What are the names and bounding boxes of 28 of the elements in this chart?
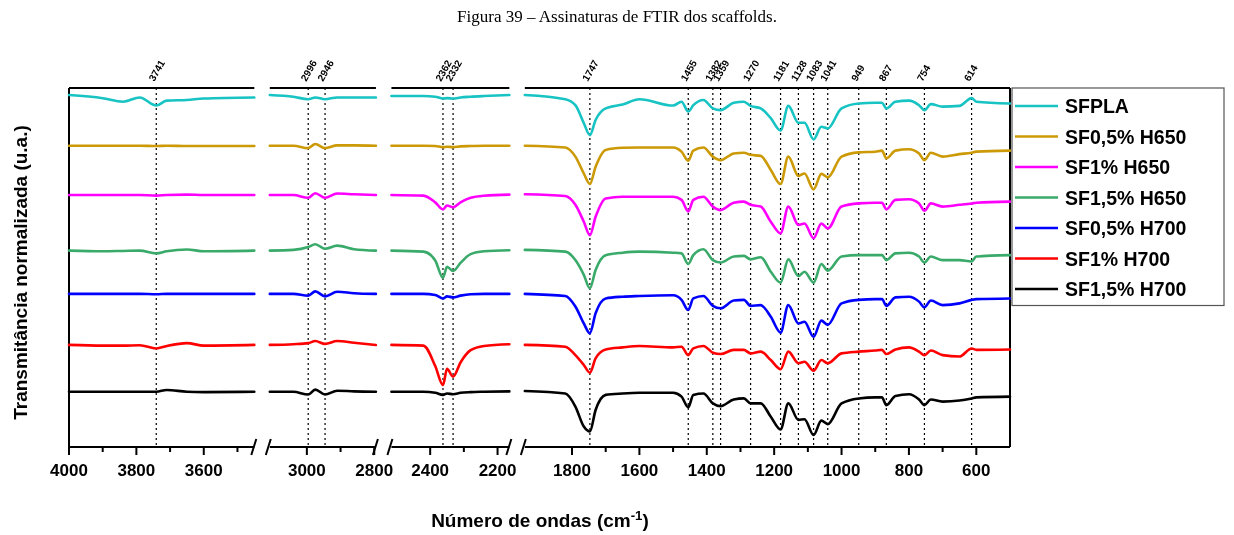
ref-line-label: 867 bbox=[876, 62, 895, 83]
legend-label: SF1,5% H650 bbox=[1065, 186, 1187, 209]
ref-line-label: 754 bbox=[914, 62, 933, 83]
y-axis-title: Transmitância normalizada (u.a.) bbox=[10, 125, 31, 420]
x-tick-label: 600 bbox=[962, 461, 991, 480]
x-tick-label: 3800 bbox=[117, 461, 156, 480]
x-tick-label: 3000 bbox=[287, 461, 326, 480]
ref-line-label: 949 bbox=[848, 62, 868, 83]
legend-label: SF0,5% H650 bbox=[1065, 125, 1187, 148]
x-axis-title: Número de ondas (cm$^{-1}$) bbox=[431, 507, 649, 531]
legend-label: SF1,5% H700 bbox=[1065, 278, 1187, 300]
legend-label: SFPLA bbox=[1065, 95, 1129, 117]
legend-label: SF1% H650 bbox=[1065, 156, 1171, 178]
x-tick-label: 3600 bbox=[184, 461, 223, 480]
x-tick-label: 1000 bbox=[822, 461, 861, 480]
ref-line-label: 614 bbox=[961, 62, 980, 83]
x-tick-label: 1400 bbox=[687, 461, 726, 480]
x-tick-label: 2800 bbox=[355, 461, 394, 480]
x-tick-label: 2400 bbox=[411, 461, 450, 480]
x-tick-label: 800 bbox=[894, 461, 924, 480]
x-tick-label: 1600 bbox=[620, 461, 659, 480]
x-tick-label: 1200 bbox=[755, 461, 794, 480]
x-tick-label: 4000 bbox=[50, 461, 88, 480]
legend-label: SF0,5% H700 bbox=[1065, 217, 1187, 239]
x-tick-label: 2200 bbox=[478, 461, 517, 480]
legend-label: SF1% H700 bbox=[1065, 247, 1171, 270]
chart-title: Figura 39 – Assinaturas de FTIR dos scaffolds. bbox=[457, 7, 777, 26]
x-tick-label: 1800 bbox=[553, 461, 591, 480]
